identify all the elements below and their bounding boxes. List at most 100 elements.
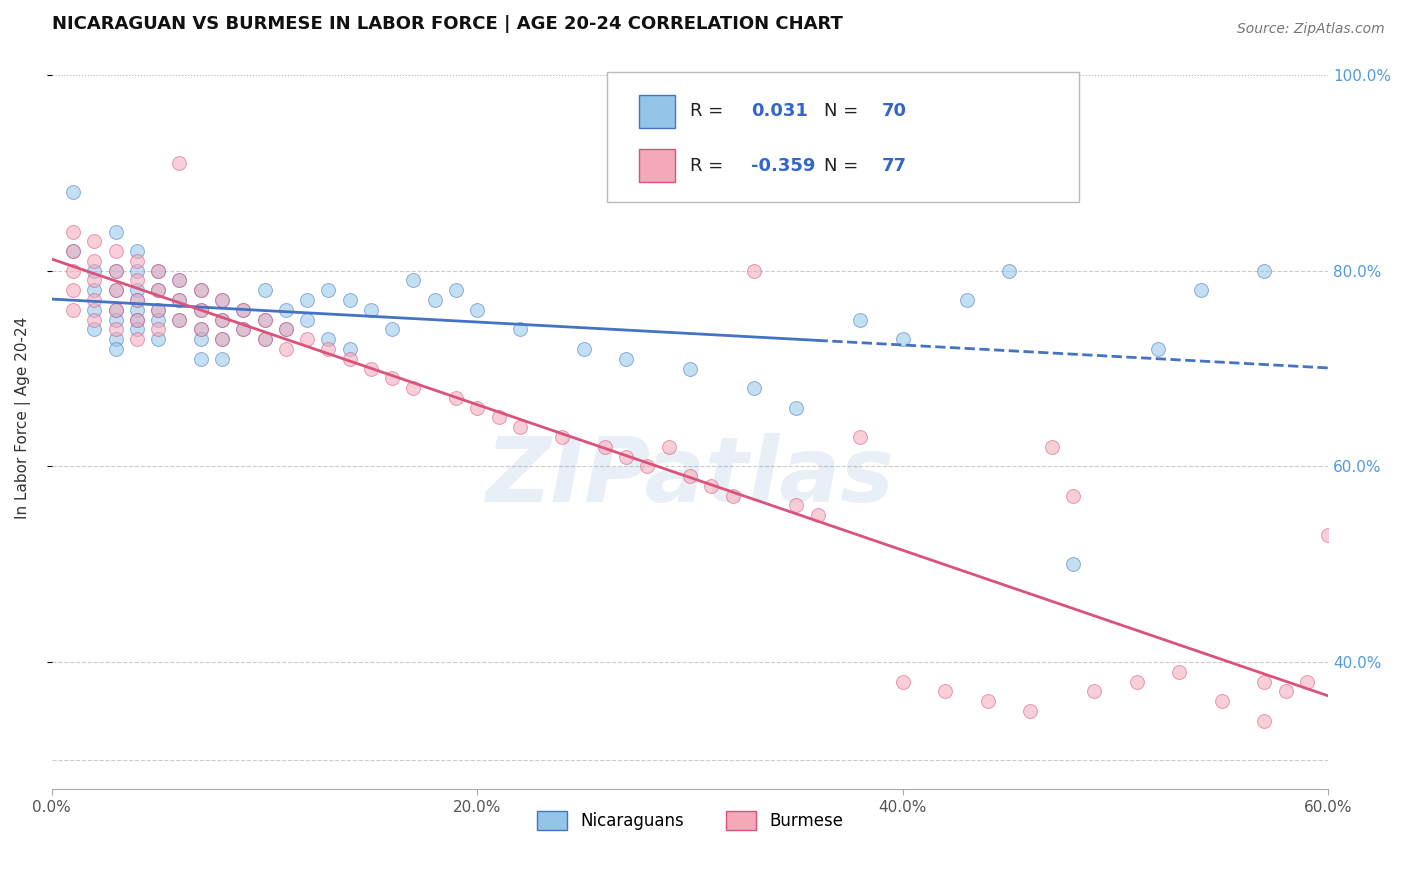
Point bbox=[83, 253, 105, 268]
Point bbox=[318, 342, 340, 356]
Point bbox=[1062, 558, 1084, 572]
Point bbox=[318, 332, 340, 346]
Point bbox=[742, 381, 765, 395]
Point bbox=[977, 694, 1000, 708]
Point bbox=[125, 293, 148, 307]
Point bbox=[190, 322, 212, 336]
Point bbox=[211, 332, 233, 346]
Point bbox=[62, 302, 84, 317]
Point bbox=[148, 302, 170, 317]
Point bbox=[83, 312, 105, 326]
Point bbox=[253, 332, 276, 346]
Point bbox=[83, 235, 105, 249]
Point bbox=[232, 302, 254, 317]
Point bbox=[104, 342, 127, 356]
Point bbox=[614, 351, 637, 366]
Point bbox=[381, 322, 404, 336]
Point bbox=[62, 186, 84, 200]
Point bbox=[742, 263, 765, 277]
Point bbox=[190, 322, 212, 336]
Point bbox=[169, 293, 191, 307]
Point bbox=[891, 674, 914, 689]
Text: ZIPatlas: ZIPatlas bbox=[485, 433, 894, 521]
Point bbox=[190, 332, 212, 346]
Point bbox=[169, 156, 191, 170]
Point bbox=[125, 273, 148, 287]
Point bbox=[1019, 704, 1042, 718]
Point bbox=[232, 322, 254, 336]
Point bbox=[381, 371, 404, 385]
Point bbox=[1125, 674, 1147, 689]
Point bbox=[169, 273, 191, 287]
Point bbox=[253, 332, 276, 346]
Text: R =: R = bbox=[690, 157, 728, 175]
Point bbox=[1253, 714, 1275, 728]
Point bbox=[125, 312, 148, 326]
Point bbox=[83, 263, 105, 277]
Point bbox=[339, 342, 361, 356]
Point bbox=[849, 312, 872, 326]
Point bbox=[253, 312, 276, 326]
Point bbox=[998, 263, 1021, 277]
Point bbox=[125, 293, 148, 307]
Text: Source: ZipAtlas.com: Source: ZipAtlas.com bbox=[1237, 22, 1385, 37]
Point bbox=[211, 312, 233, 326]
Point bbox=[190, 302, 212, 317]
Point bbox=[190, 283, 212, 297]
Point bbox=[148, 263, 170, 277]
Point bbox=[679, 469, 702, 483]
Point bbox=[190, 302, 212, 317]
Point bbox=[211, 312, 233, 326]
FancyBboxPatch shape bbox=[607, 71, 1080, 202]
Point bbox=[636, 459, 658, 474]
Point bbox=[104, 312, 127, 326]
Point bbox=[295, 293, 318, 307]
Point bbox=[1168, 665, 1191, 679]
Point bbox=[211, 293, 233, 307]
Point bbox=[62, 263, 84, 277]
FancyBboxPatch shape bbox=[638, 95, 675, 128]
Point bbox=[402, 381, 425, 395]
Point bbox=[318, 283, 340, 297]
Point bbox=[807, 508, 830, 523]
Text: N =: N = bbox=[824, 157, 865, 175]
Point bbox=[83, 273, 105, 287]
Point bbox=[62, 244, 84, 259]
Point bbox=[1317, 528, 1340, 542]
Point bbox=[148, 283, 170, 297]
Point bbox=[62, 244, 84, 259]
Point bbox=[104, 263, 127, 277]
Point bbox=[125, 253, 148, 268]
Point bbox=[488, 410, 510, 425]
Point bbox=[190, 351, 212, 366]
Point bbox=[148, 283, 170, 297]
Point bbox=[891, 332, 914, 346]
Point bbox=[104, 283, 127, 297]
Point bbox=[148, 263, 170, 277]
Point bbox=[83, 302, 105, 317]
Point bbox=[934, 684, 956, 698]
Point bbox=[785, 401, 807, 415]
Point bbox=[1274, 684, 1296, 698]
Point bbox=[169, 312, 191, 326]
Point bbox=[658, 440, 681, 454]
Point bbox=[169, 273, 191, 287]
Point bbox=[339, 293, 361, 307]
Point bbox=[572, 342, 595, 356]
Point bbox=[444, 391, 467, 405]
Y-axis label: In Labor Force | Age 20-24: In Labor Force | Age 20-24 bbox=[15, 317, 31, 518]
Point bbox=[785, 499, 807, 513]
Point bbox=[360, 302, 382, 317]
Point bbox=[1189, 283, 1212, 297]
Point bbox=[125, 332, 148, 346]
Point bbox=[83, 283, 105, 297]
Text: 77: 77 bbox=[882, 157, 907, 175]
Point bbox=[125, 302, 148, 317]
Point bbox=[62, 283, 84, 297]
Point bbox=[104, 302, 127, 317]
Point bbox=[190, 283, 212, 297]
Text: -0.359: -0.359 bbox=[751, 157, 815, 175]
Point bbox=[423, 293, 446, 307]
Text: 70: 70 bbox=[882, 103, 907, 120]
Point bbox=[83, 293, 105, 307]
